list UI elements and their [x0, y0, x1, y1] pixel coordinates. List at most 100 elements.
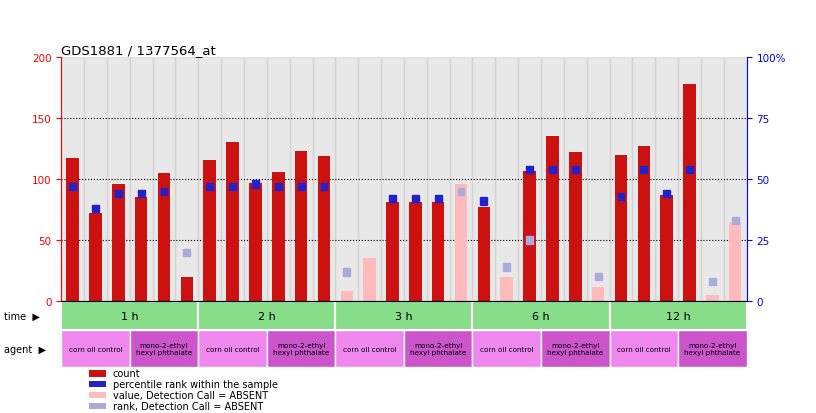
Bar — [184, 249, 190, 256]
Bar — [706, 295, 719, 301]
Bar — [221, 58, 244, 301]
Bar — [130, 58, 153, 301]
Text: rank, Detection Call = ABSENT: rank, Detection Call = ABSENT — [113, 401, 263, 411]
Bar — [503, 264, 510, 271]
Bar — [404, 330, 472, 367]
Bar — [89, 370, 106, 377]
Bar — [663, 191, 670, 198]
Bar — [335, 330, 404, 367]
Bar — [180, 277, 193, 301]
Bar — [632, 58, 655, 301]
Bar — [89, 381, 106, 387]
Text: corn oil control: corn oil control — [69, 346, 122, 352]
Bar — [321, 183, 327, 191]
Text: mono-2-ethyl
hexyl phthalate: mono-2-ethyl hexyl phthalate — [273, 342, 329, 355]
Bar — [709, 278, 716, 286]
Bar — [432, 203, 445, 301]
Bar — [363, 259, 376, 301]
Text: 1 h: 1 h — [121, 311, 139, 321]
Bar — [89, 214, 102, 301]
Bar — [175, 58, 198, 301]
Bar — [569, 153, 582, 301]
Text: value, Detection Call = ABSENT: value, Detection Call = ABSENT — [113, 390, 268, 400]
Bar — [477, 208, 490, 301]
Bar — [340, 292, 353, 301]
Bar — [500, 277, 513, 301]
Bar — [198, 301, 335, 330]
Bar — [344, 268, 350, 276]
Bar — [701, 58, 724, 301]
Bar — [455, 185, 468, 301]
Bar — [198, 58, 221, 301]
Bar — [335, 58, 358, 301]
Text: corn oil control: corn oil control — [480, 346, 534, 352]
Bar — [358, 58, 381, 301]
Bar — [226, 143, 239, 301]
Text: corn oil control: corn oil control — [343, 346, 397, 352]
Bar — [69, 183, 76, 191]
Bar — [107, 58, 130, 301]
Bar — [244, 58, 267, 301]
Bar — [112, 185, 125, 301]
Bar — [641, 166, 647, 173]
Text: corn oil control: corn oil control — [617, 346, 671, 352]
Bar — [206, 183, 213, 191]
Bar — [290, 58, 313, 301]
Bar — [678, 330, 747, 367]
Bar — [518, 58, 541, 301]
Text: corn oil control: corn oil control — [206, 346, 259, 352]
Bar — [526, 237, 533, 244]
Bar — [92, 205, 99, 213]
Bar — [89, 392, 106, 399]
Text: count: count — [113, 368, 140, 378]
Bar — [472, 301, 610, 330]
Bar — [335, 301, 472, 330]
Text: mono-2-ethyl
hexyl phthalate: mono-2-ethyl hexyl phthalate — [685, 342, 740, 355]
Bar — [267, 330, 335, 367]
Bar — [686, 166, 693, 173]
Bar — [546, 137, 559, 301]
Bar — [495, 58, 518, 301]
Text: 12 h: 12 h — [666, 311, 690, 321]
Bar — [153, 58, 175, 301]
Bar — [678, 58, 701, 301]
Bar — [161, 188, 167, 195]
Text: 2 h: 2 h — [258, 311, 276, 321]
Bar — [381, 58, 404, 301]
Bar — [587, 58, 610, 301]
Bar — [313, 58, 335, 301]
Bar — [450, 58, 472, 301]
Bar — [614, 155, 628, 301]
Bar — [298, 183, 304, 191]
Bar — [660, 195, 673, 301]
Text: agent  ▶: agent ▶ — [4, 344, 46, 354]
Bar — [130, 330, 198, 367]
Bar — [683, 85, 696, 301]
Bar — [275, 183, 282, 191]
Bar — [89, 403, 106, 409]
Bar — [404, 58, 427, 301]
Bar — [618, 193, 624, 200]
Bar — [157, 173, 171, 301]
Bar — [61, 58, 84, 301]
Bar — [732, 217, 738, 225]
Bar — [252, 181, 259, 188]
Bar — [272, 172, 285, 301]
Bar — [317, 157, 330, 301]
Bar — [610, 301, 747, 330]
Text: mono-2-ethyl
hexyl phthalate: mono-2-ethyl hexyl phthalate — [548, 342, 603, 355]
Bar — [61, 330, 130, 367]
Bar — [115, 191, 122, 198]
Bar — [412, 195, 419, 203]
Text: GDS1881 / 1377564_at: GDS1881 / 1377564_at — [61, 44, 216, 57]
Bar — [198, 330, 267, 367]
Text: mono-2-ethyl
hexyl phthalate: mono-2-ethyl hexyl phthalate — [136, 342, 192, 355]
Bar — [637, 147, 650, 301]
Bar — [389, 195, 396, 203]
Bar — [267, 58, 290, 301]
Bar — [729, 222, 742, 301]
Bar — [66, 159, 79, 301]
Bar — [564, 58, 587, 301]
Text: 6 h: 6 h — [532, 311, 550, 321]
Bar — [61, 301, 198, 330]
